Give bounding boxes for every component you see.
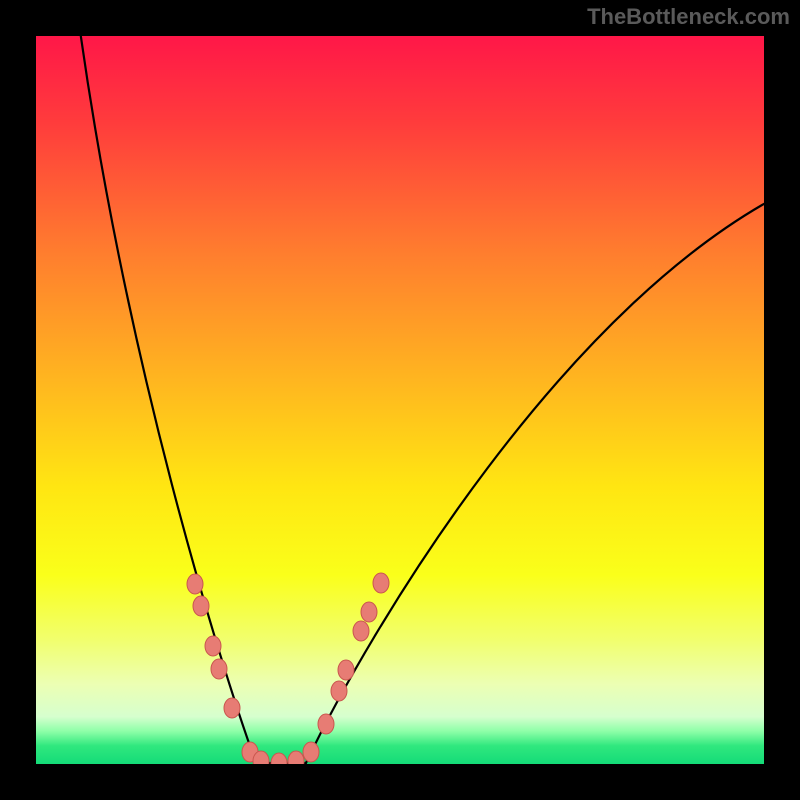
data-marker [187,574,203,594]
data-marker [224,698,240,718]
data-marker [361,602,377,622]
data-markers [187,573,389,764]
watermark-text: TheBottleneck.com [587,4,790,30]
data-marker [318,714,334,734]
data-marker [271,753,287,764]
data-marker [288,751,304,764]
data-marker [205,636,221,656]
data-marker [211,659,227,679]
data-marker [303,742,319,762]
data-marker [373,573,389,593]
data-marker [338,660,354,680]
data-marker [193,596,209,616]
bottleneck-curve [36,36,764,764]
plot-area [36,36,764,764]
data-marker [353,621,369,641]
data-marker [331,681,347,701]
